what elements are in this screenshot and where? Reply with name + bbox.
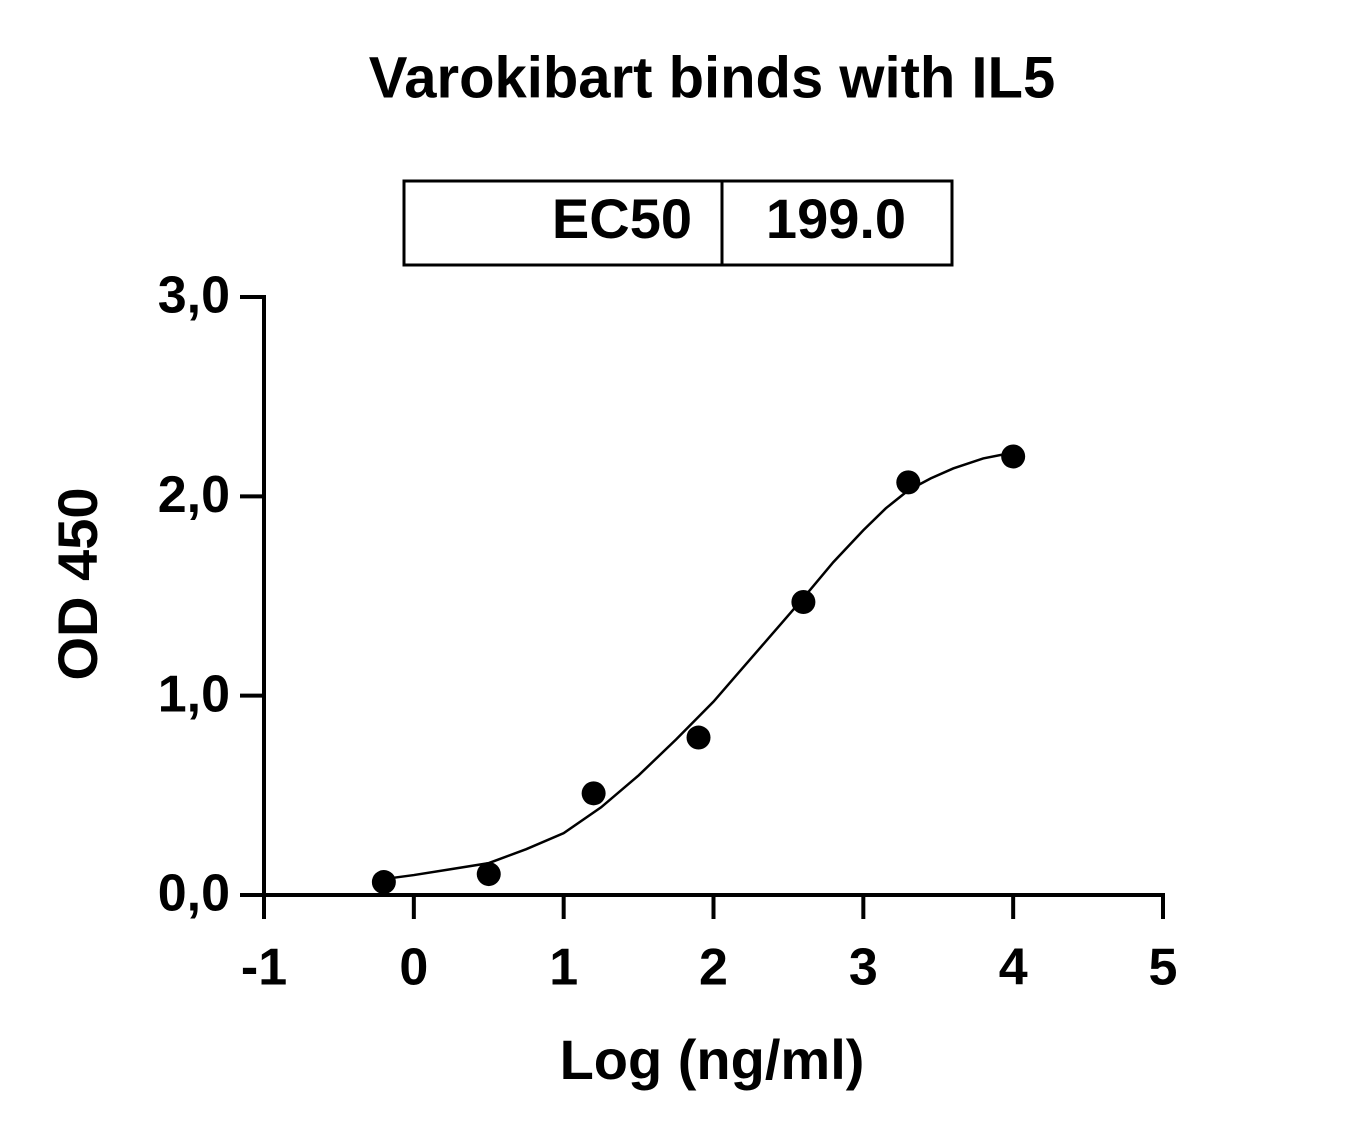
ec50-label: EC50	[552, 187, 692, 250]
data-point	[791, 589, 816, 614]
x-tick-label: 0	[399, 939, 428, 997]
data-point	[686, 725, 711, 750]
data-point	[581, 781, 606, 806]
y-tick-label: 1,0	[158, 665, 230, 723]
data-point	[476, 862, 501, 887]
chart-title: Varokibart binds with IL5	[369, 45, 1055, 110]
y-tick-label: 2,0	[158, 466, 230, 524]
x-tick-label: 1	[549, 939, 578, 997]
x-tick-label: 3	[849, 939, 878, 997]
x-tick-label: -1	[241, 939, 287, 997]
ec50-box	[402, 179, 954, 267]
y-tick-label: 0,0	[158, 865, 230, 923]
fit-curve	[383, 451, 1014, 881]
x-tick-label: 5	[1149, 939, 1178, 997]
x-axis-label: Log (ng/ml)	[560, 1028, 865, 1091]
data-point	[371, 870, 396, 895]
x-tick-label: 4	[999, 939, 1028, 997]
data-point	[1001, 444, 1026, 469]
y-tick-label: 3,0	[158, 267, 230, 325]
y-axis-label: OD 450	[46, 488, 109, 681]
x-tick-label: 2	[699, 939, 728, 997]
ec50-value: 199.0	[766, 187, 906, 250]
